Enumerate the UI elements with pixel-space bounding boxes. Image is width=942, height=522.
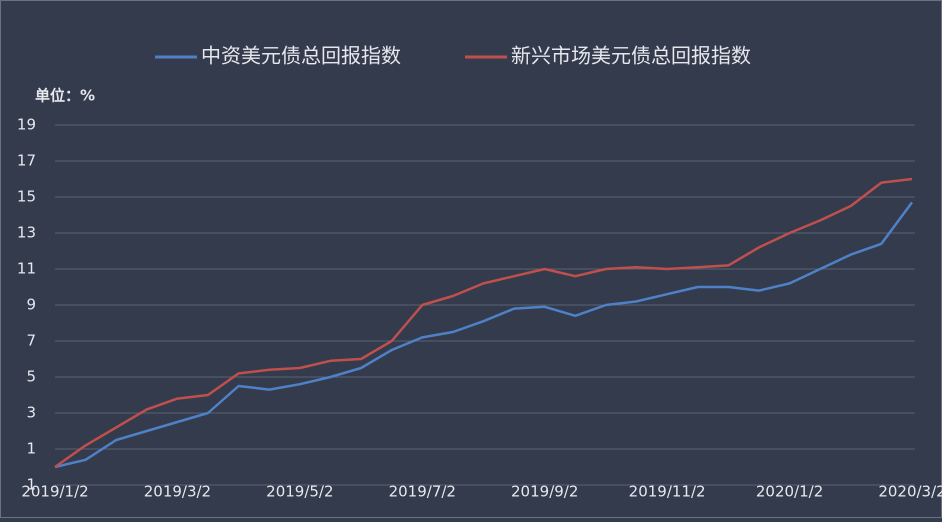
x-tick-label: 2019/7/2 — [389, 483, 456, 501]
y-tick-label: 1 — [26, 476, 36, 494]
unit-label: 单位：% — [35, 87, 95, 105]
y-tick-label: 1 — [26, 440, 36, 458]
legend-label: 中资美元债总回报指数 — [201, 44, 401, 68]
x-tick-label: 2019/11/2 — [629, 483, 706, 501]
x-tick-label: 2020/1/2 — [756, 483, 823, 501]
y-tick-label: 15 — [17, 188, 36, 206]
legend-label: 新兴市场美元债总回报指数 — [511, 44, 751, 68]
x-tick-label: 2019/1/2 — [21, 483, 88, 501]
x-tick-label: 2019/3/2 — [144, 483, 211, 501]
series-line — [54, 177, 913, 469]
y-tick-label: 7 — [26, 332, 36, 350]
series-line — [54, 201, 914, 469]
x-tick-label: 2019/9/2 — [511, 483, 578, 501]
y-tick-label: 11 — [17, 260, 36, 278]
y-tick-label: 9 — [26, 296, 36, 314]
y-tick-label: 13 — [17, 224, 36, 242]
y-tick-label: 5 — [26, 368, 36, 386]
y-tick-label: 19 — [17, 116, 36, 134]
y-tick-label: 3 — [26, 404, 36, 422]
y-tick-label: 17 — [17, 152, 36, 170]
x-tick-label: 2020/3/2 — [878, 483, 942, 501]
x-tick-label: 2019/5/2 — [266, 483, 333, 501]
